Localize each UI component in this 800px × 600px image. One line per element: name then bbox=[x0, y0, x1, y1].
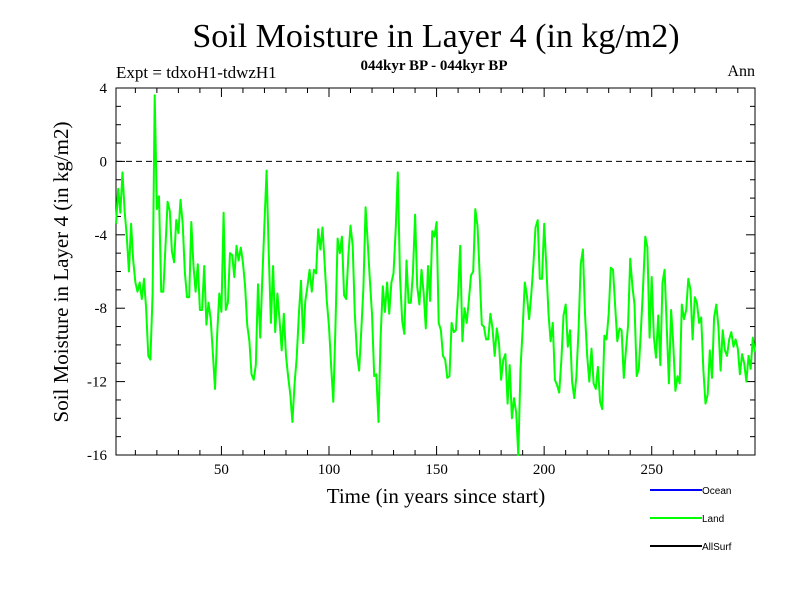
chart-subtitle: 044kyr BP - 044kyr BP bbox=[361, 58, 508, 74]
y-tick-label: -16 bbox=[87, 448, 107, 464]
x-tick-label: 50 bbox=[214, 462, 229, 478]
x-tick-label: 100 bbox=[318, 462, 341, 478]
chart-title: Soil Moisture in Layer 4 (in kg/m2) bbox=[192, 18, 679, 55]
legend-label-allsurf: AllSurf bbox=[702, 542, 732, 553]
x-tick-label: 200 bbox=[533, 462, 556, 478]
legend-label-ocean: Ocean bbox=[702, 486, 731, 497]
y-tick-label: -4 bbox=[95, 228, 108, 244]
experiment-label: Expt = tdxoH1-tdwzH1 bbox=[116, 63, 277, 82]
x-tick-label: 150 bbox=[425, 462, 448, 478]
y-axis-label: Soil Moisture in Layer 4 (in kg/m2) bbox=[49, 122, 73, 423]
y-tick-label: -12 bbox=[87, 375, 107, 391]
x-tick-label: 250 bbox=[640, 462, 663, 478]
series-line-land bbox=[115, 94, 756, 456]
tick-labels: 50 100 150 200 250 4 0 -4 -8 -12 -16 bbox=[87, 81, 663, 478]
legend-label-land: Land bbox=[702, 514, 724, 525]
x-axis-label: Time (in years since start) bbox=[327, 484, 546, 508]
series-layer bbox=[115, 94, 756, 456]
y-tick-label: 0 bbox=[100, 154, 108, 170]
season-label: Ann bbox=[727, 63, 755, 80]
legend: Ocean Land AllSurf bbox=[650, 486, 732, 553]
axis-ticks bbox=[116, 87, 755, 456]
y-tick-label: 4 bbox=[100, 81, 108, 97]
y-tick-label: -8 bbox=[95, 301, 108, 317]
